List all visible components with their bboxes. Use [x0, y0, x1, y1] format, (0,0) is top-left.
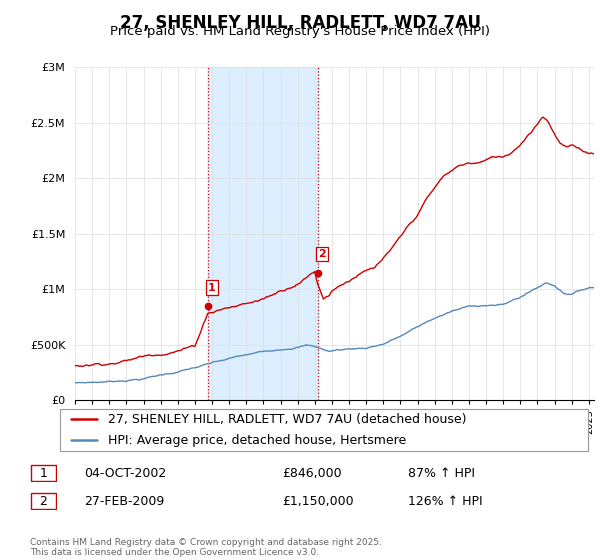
Text: 27-FEB-2009: 27-FEB-2009 — [84, 494, 164, 508]
Text: £1,150,000: £1,150,000 — [282, 494, 353, 508]
Text: 2: 2 — [40, 494, 47, 508]
Text: Contains HM Land Registry data © Crown copyright and database right 2025.
This d: Contains HM Land Registry data © Crown c… — [30, 538, 382, 557]
Text: HPI: Average price, detached house, Hertsmere: HPI: Average price, detached house, Hert… — [107, 434, 406, 447]
Bar — [208, 67, 317, 400]
Text: 27, SHENLEY HILL, RADLETT, WD7 7AU (detached house): 27, SHENLEY HILL, RADLETT, WD7 7AU (deta… — [107, 413, 466, 426]
Text: 27, SHENLEY HILL, RADLETT, WD7 7AU: 27, SHENLEY HILL, RADLETT, WD7 7AU — [119, 14, 481, 32]
Text: 126% ↑ HPI: 126% ↑ HPI — [408, 494, 482, 508]
Text: Price paid vs. HM Land Registry's House Price Index (HPI): Price paid vs. HM Land Registry's House … — [110, 25, 490, 38]
Text: 1: 1 — [208, 283, 216, 292]
Text: 04-OCT-2002: 04-OCT-2002 — [84, 466, 166, 480]
FancyBboxPatch shape — [60, 409, 588, 451]
Text: 2: 2 — [318, 249, 326, 259]
FancyBboxPatch shape — [31, 493, 56, 509]
Text: £846,000: £846,000 — [282, 466, 341, 480]
Text: 87% ↑ HPI: 87% ↑ HPI — [408, 466, 475, 480]
Text: 1: 1 — [40, 466, 47, 480]
FancyBboxPatch shape — [31, 465, 56, 481]
